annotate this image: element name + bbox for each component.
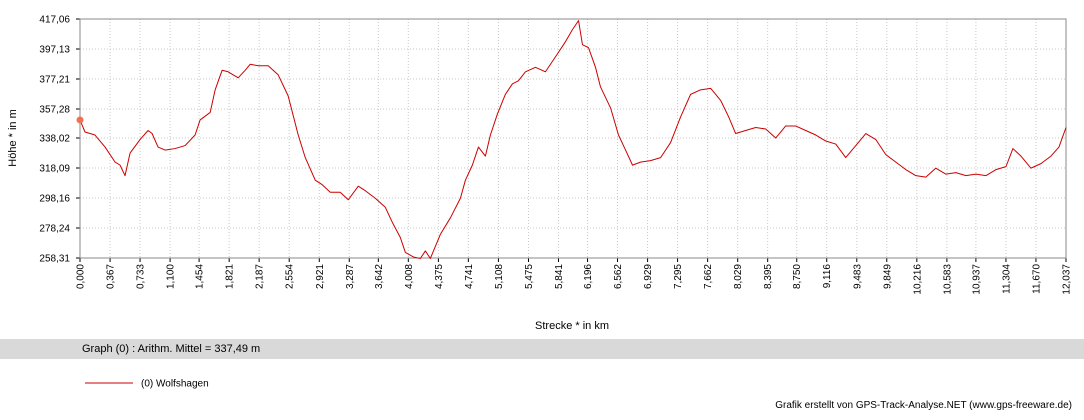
x-tick-label: 0,367 (106, 264, 117, 289)
x-axis-label: Strecke * in km (535, 320, 609, 332)
x-tick-label: 6,196 (583, 264, 594, 289)
y-tick-label: 258,31 (39, 254, 70, 265)
x-tick-label: 6,562 (613, 264, 624, 289)
y-tick-label: 298,16 (39, 194, 70, 205)
x-tick-label: 10,583 (942, 264, 953, 295)
summary-text: Graph (0) : Arithm. Mittel = 337,49 m (82, 343, 260, 355)
summary-band (0, 339, 1084, 359)
x-tick-label: 2,921 (315, 264, 326, 289)
x-tick-label: 10,216 (912, 264, 923, 295)
x-tick-label: 1,821 (225, 264, 236, 289)
x-tick-label: 8,395 (763, 264, 774, 289)
x-tick-label: 3,642 (374, 264, 385, 289)
x-tick-label: 5,108 (494, 264, 505, 289)
x-tick-label: 8,750 (792, 264, 803, 289)
x-tick-label: 8,029 (733, 264, 744, 289)
x-tick-label: 7,662 (703, 264, 714, 289)
plot (76, 20, 1067, 259)
plot-frame (79, 18, 1067, 259)
x-tick-label: 9,483 (852, 264, 863, 289)
y-tick-label: 397,13 (39, 45, 70, 56)
y-tick-label: 338,02 (39, 133, 70, 144)
x-tick-label: 10,937 (971, 264, 982, 295)
ticks: 258,31 278,24 298,16 318,09 338,02 357,28 377,… (39, 15, 1072, 295)
x-tick-label: 12,037 (1062, 264, 1073, 295)
x-tick-label: 3,287 (345, 264, 356, 289)
x-tick-label: 5,475 (524, 264, 535, 289)
y-tick-label: 357,28 (39, 104, 70, 115)
x-tick-label: 5,841 (554, 264, 565, 289)
x-tick-label: 7,295 (673, 264, 684, 289)
x-tick-label: 9,116 (822, 264, 833, 289)
x-tick-label: 4,375 (434, 264, 445, 289)
grid (79, 18, 1067, 259)
y-tick-label: 377,21 (39, 74, 70, 85)
x-tick-label: 2,554 (285, 264, 296, 289)
y-tick-label: 318,09 (39, 164, 70, 175)
x-tick-label: 0,000 (76, 264, 87, 289)
y-tick-label: 417,06 (39, 15, 70, 26)
x-tick-label: 11,670 (1031, 264, 1042, 294)
x-tick-label: 6,929 (643, 264, 654, 289)
x-tick-label: 2,187 (255, 264, 266, 289)
legend-label: (0) Wolfshagen (141, 379, 209, 390)
y-axis-label: Höhe * in m (7, 109, 19, 166)
x-tick-label: 1,454 (195, 264, 206, 289)
x-tick-label: 0,733 (136, 264, 147, 289)
x-tick-label: 1,100 (166, 264, 177, 289)
x-tick-label: 11,304 (1001, 264, 1012, 294)
x-tick-label: 4,008 (404, 264, 415, 289)
x-tick-label: 9,849 (882, 264, 893, 289)
elevation-line (79, 20, 1067, 259)
credit: Grafik erstellt von GPS-Track-Analyse.NE… (775, 400, 1072, 411)
x-tick-label: 4,741 (464, 264, 475, 289)
start-marker (76, 116, 84, 124)
legend: (0) Wolfshagen (85, 379, 209, 390)
y-tick-label: 278,24 (39, 223, 70, 234)
